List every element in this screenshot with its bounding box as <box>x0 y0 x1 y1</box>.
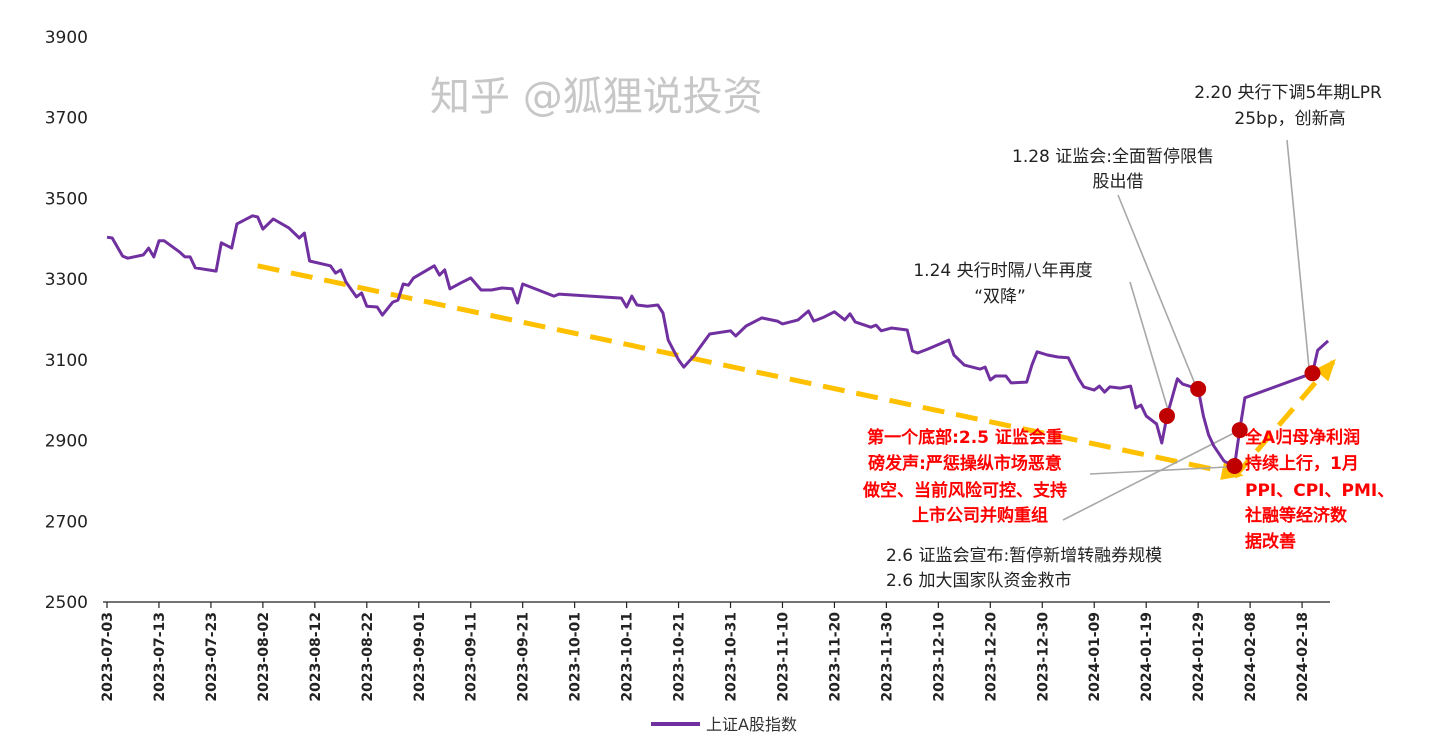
x-tick-label: 2023-07-03 <box>100 612 116 702</box>
x-tick-label: 2023-10-11 <box>620 612 636 702</box>
legend-label: 上证A股指数 <box>706 715 797 734</box>
x-tick-label: 2023-10-01 <box>568 612 584 702</box>
trend-arrows <box>257 263 1336 480</box>
leader-line-128 <box>1117 194 1196 385</box>
x-tick-label: 2024-02-18 <box>1295 612 1311 702</box>
y-tick-label: 3100 <box>45 351 88 371</box>
x-tick-label: 2023-09-21 <box>516 612 532 702</box>
x-tick-label: 2024-02-08 <box>1243 612 1259 702</box>
x-tick-label: 2023-10-31 <box>724 612 740 702</box>
y-tick-label: 2500 <box>45 593 88 613</box>
leader-line-124 <box>1129 281 1169 411</box>
leader-line-26 <box>1062 432 1235 521</box>
y-tick-label: 3300 <box>45 270 88 290</box>
series-line <box>106 214 1330 468</box>
x-tick-label: 2023-11-10 <box>775 612 791 702</box>
x-tick-label: 2023-11-20 <box>827 612 843 702</box>
x-tick-label: 2023-09-01 <box>412 612 428 702</box>
y-tick-label: 3700 <box>45 109 88 129</box>
x-tick-label: 2023-08-12 <box>308 612 324 702</box>
annotation-profit-red: 全A归母净利润 持续上行，1月 PPI、CPI、PMI、 社融等经济数 据改善 <box>1244 427 1394 552</box>
annotation-line: 2.6 加大国家队资金救市 <box>886 571 1071 591</box>
event-marker <box>1231 422 1248 439</box>
event-marker <box>1158 407 1175 424</box>
trend-arrow-head <box>1314 358 1336 382</box>
leader-line-25 <box>1089 466 1228 475</box>
annotation-bottom-red: 第一个底部:2.5 证监会重 磅发声:严惩操纵市场恶意 做空、当前风险可控、支持… <box>862 427 1067 526</box>
annotation-line: 25bp，创新高 <box>1234 109 1345 129</box>
annotation-line: 1.28 证监会:全面暂停限售 <box>1012 147 1214 167</box>
x-tick-label: 2023-09-11 <box>464 612 480 702</box>
annotation-lpr: 2.20 央行下调5年期LPR 25bp，创新高 <box>1194 83 1382 129</box>
legend: 上证A股指数 <box>651 715 797 734</box>
event-marker <box>1304 365 1321 382</box>
event-markers <box>1158 365 1321 474</box>
x-tick-label: 2024-01-29 <box>1191 612 1207 702</box>
annotation-line: 第一个底部:2.5 证监会重 <box>867 427 1063 448</box>
x-tick-label: 2023-10-21 <box>672 612 688 702</box>
annotation-line: 上市公司并购重组 <box>912 505 1048 526</box>
annotation-line: 全A归母净利润 <box>1244 427 1360 448</box>
x-tick-label: 2023-11-30 <box>879 612 895 702</box>
annotation-line: 2.20 央行下调5年期LPR <box>1194 83 1382 103</box>
event-marker <box>1190 380 1207 397</box>
y-tick-label: 3900 <box>45 28 88 48</box>
y-tick-label: 2700 <box>45 512 88 532</box>
x-tick-label: 2024-01-19 <box>1139 612 1155 702</box>
series-layer <box>106 214 1330 468</box>
trend-arrow-line <box>1232 360 1336 479</box>
annotation-csrc-128: 1.28 证监会:全面暂停限售 股出借 <box>1012 147 1214 192</box>
annotation-line: 据改善 <box>1245 531 1296 552</box>
x-tick-label: 2023-12-30 <box>1035 612 1051 702</box>
watermark: 知乎 @狐狸说投资 <box>430 74 763 120</box>
annotation-pboc-124: 1.24 央行时隔八年再度 “双降” <box>913 261 1092 307</box>
x-axis: 2023-07-03 2023-07-13 2023-07-23 2023-08-02… <box>100 601 1330 702</box>
trend-arrow-line <box>257 263 1241 478</box>
x-tick-label: 2023-08-02 <box>256 612 272 702</box>
annotation-line: 磅发声:严惩操纵市场恶意 <box>868 453 1062 474</box>
annotation-line: PPI、CPI、PMI、 <box>1245 481 1394 501</box>
annotation-leader-lines <box>1062 139 1310 521</box>
leader-line-220 <box>1286 139 1310 369</box>
annotation-line: “双降” <box>974 287 1026 307</box>
x-tick-label: 2023-07-13 <box>152 612 168 702</box>
annotation-line: 股出借 <box>1093 172 1144 192</box>
y-axis: 3900 3700 3500 3300 3100 2900 2700 2500 <box>45 28 88 613</box>
event-marker <box>1226 457 1243 474</box>
x-tick-label: 2024-01-09 <box>1087 612 1103 702</box>
y-tick-label: 3500 <box>45 189 88 209</box>
x-tick-label: 2023-12-20 <box>983 612 999 702</box>
annotation-csrc-26: 2.6 证监会宣布:暂停新增转融券规模 2.6 加大国家队资金救市 <box>886 546 1162 591</box>
x-tick-label: 2023-08-22 <box>360 612 376 702</box>
annotation-line: 持续上行，1月 <box>1245 453 1359 474</box>
annotation-line: 2.6 证监会宣布:暂停新增转融券规模 <box>886 546 1162 566</box>
annotation-line: 1.24 央行时隔八年再度 <box>913 261 1092 281</box>
annotation-line: 做空、当前风险可控、支持 <box>862 480 1067 501</box>
x-tick-label: 2023-12-10 <box>931 612 947 702</box>
annotation-line: 社融等经济数 <box>1244 505 1348 526</box>
y-tick-label: 2900 <box>45 432 88 452</box>
x-tick-label: 2023-07-23 <box>204 612 220 702</box>
